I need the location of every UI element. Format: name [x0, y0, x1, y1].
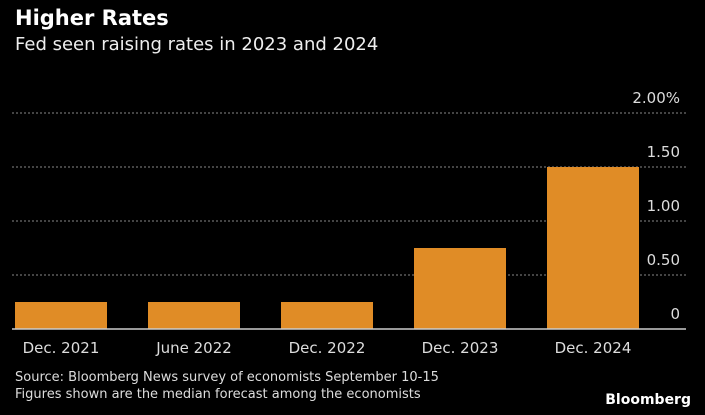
- y-tick-label: 0.50: [647, 251, 680, 269]
- chart-title: Higher Rates: [15, 6, 169, 30]
- bar: [15, 302, 107, 329]
- bar: [281, 302, 373, 329]
- x-tick-label: June 2022: [155, 339, 232, 357]
- y-tick-label: 1.50: [647, 143, 680, 161]
- footnotes: Source: Bloomberg News survey of economi…: [15, 369, 439, 403]
- y-tick-label: 1.00: [647, 197, 680, 215]
- chart-subtitle: Fed seen raising rates in 2023 and 2024: [15, 34, 379, 55]
- bar: [414, 248, 506, 329]
- x-tick-label: Dec. 2022: [289, 339, 366, 357]
- y-tick-label: 2.00%: [632, 89, 680, 107]
- bloomberg-logo: Bloomberg: [605, 392, 691, 408]
- bar-chart: 0 0.50 1.00 1.50 2.00% Dec. 2021 June 2022 Dec.…: [12, 89, 686, 357]
- source-note: Source: Bloomberg News survey of economi…: [15, 370, 439, 385]
- method-note: Figures shown are the median forecast am…: [15, 387, 421, 402]
- x-tick-label: Dec. 2023: [422, 339, 499, 357]
- x-tick-label: Dec. 2021: [23, 339, 100, 357]
- y-tick-label: 0: [670, 305, 680, 323]
- bar: [148, 302, 240, 329]
- x-tick-label: Dec. 2024: [555, 339, 632, 357]
- bar: [547, 167, 639, 329]
